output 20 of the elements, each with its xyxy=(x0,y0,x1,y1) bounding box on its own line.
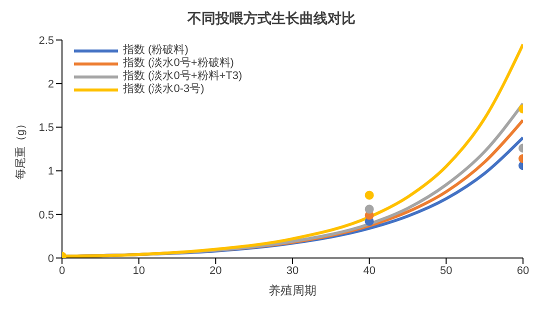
x-tick-label: 40 xyxy=(363,264,376,277)
y-tick-label: 2.5 xyxy=(38,34,54,47)
y-tick-label: 0 xyxy=(48,252,54,265)
y-axis-title: 每尾重（g） xyxy=(14,118,27,180)
x-tick-label: 60 xyxy=(516,264,530,277)
legend-label: 指数 (粉破料) xyxy=(123,44,188,57)
y-tick-label: 1.5 xyxy=(38,122,54,134)
legend-label: 指数 (淡水0-3号) xyxy=(123,83,204,96)
chart-title: 不同投喂方式生长曲线对比 xyxy=(186,9,356,28)
legend-label: 指数 (淡水0号+粉破料) xyxy=(123,57,234,70)
x-tick-label: 50 xyxy=(440,264,452,277)
y-tick-label: 2 xyxy=(48,78,54,91)
legend-label: 指数 (淡水0号+粉料+T3) xyxy=(123,70,242,83)
x-axis-title: 养殖周期 xyxy=(268,284,316,298)
x-tick-label: 20 xyxy=(210,264,222,277)
x-tick-label: 30 xyxy=(286,264,299,277)
x-tick-label: 0 xyxy=(58,264,66,277)
y-tick-label: 1 xyxy=(48,166,54,178)
y-tick-label: 0.5 xyxy=(38,209,54,222)
x-tick-label: 10 xyxy=(132,264,145,277)
